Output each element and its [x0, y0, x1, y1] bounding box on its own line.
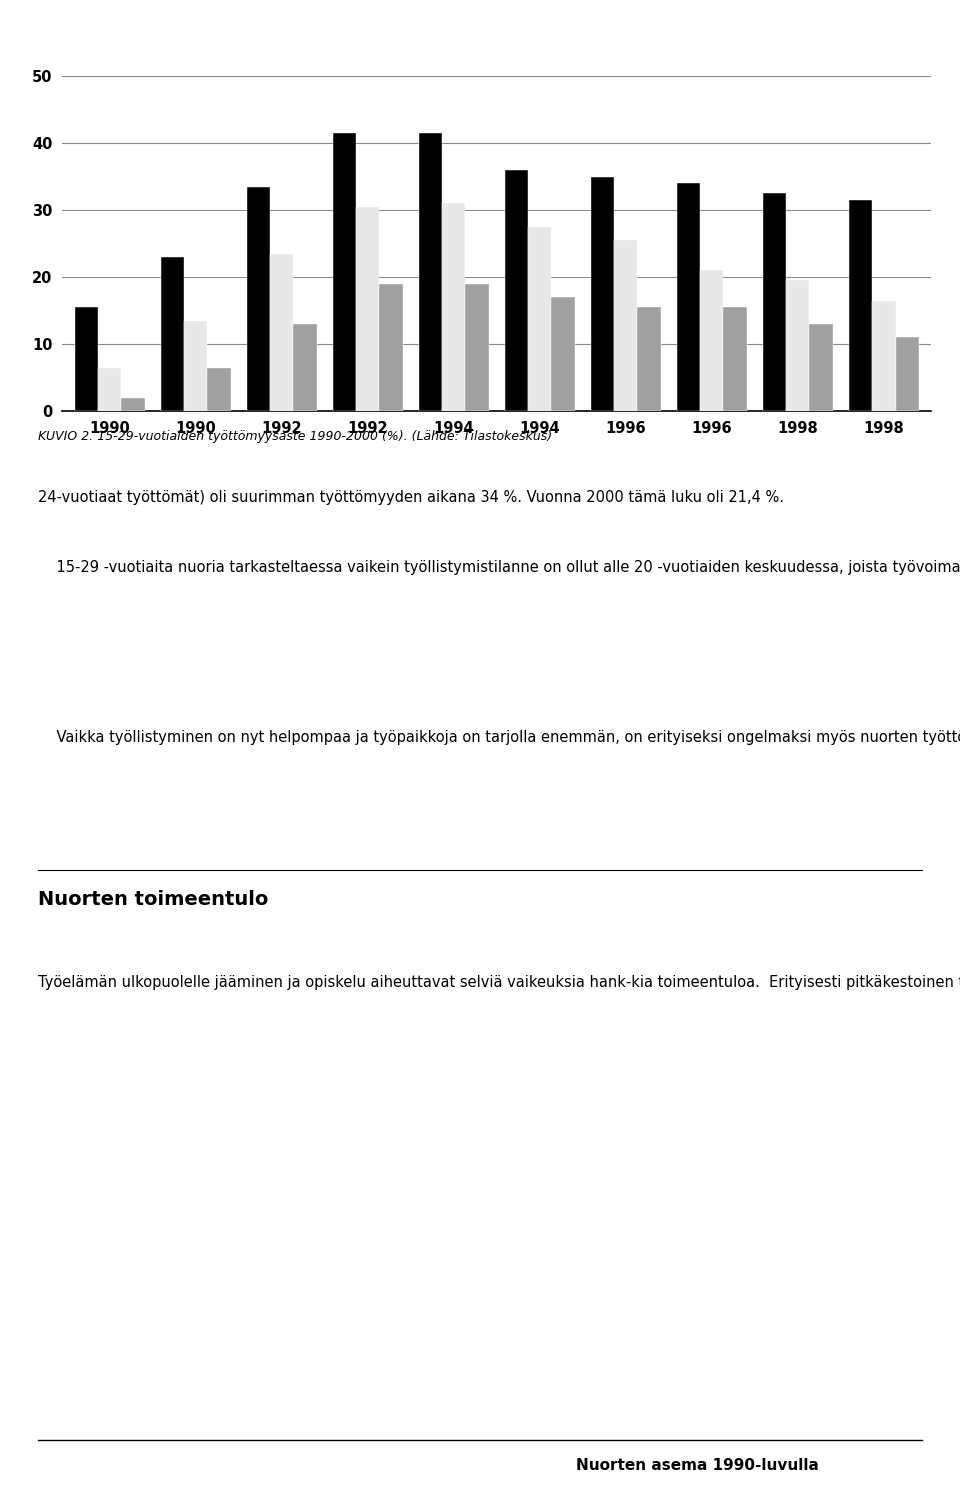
Bar [809, 325, 832, 411]
Bar [294, 325, 317, 411]
Text: 11: 11 [899, 1448, 924, 1468]
Bar [161, 258, 184, 411]
Text: Nuorten toimeentulo: Nuorten toimeentulo [38, 890, 269, 909]
Text: Työelämän ulkopuolelle jääminen ja opiskelu aiheuttavat selviä vaikeuksia hank-k: Työelämän ulkopuolelle jääminen ja opisk… [38, 974, 960, 989]
Bar [896, 338, 919, 411]
Bar [700, 271, 724, 411]
Bar [505, 170, 528, 411]
Bar [551, 298, 575, 411]
Bar [270, 253, 294, 411]
Bar [356, 207, 379, 411]
Bar [333, 133, 356, 411]
Text: 15-29 -vuotiaita nuoria tarkasteltaessa vaikein työllistymistilanne on ollut all: 15-29 -vuotiaita nuoria tarkasteltaessa … [38, 560, 960, 575]
Bar [379, 285, 402, 411]
Text: Vaikka työllistyminen on nyt helpompaa ja työpaikkoja on tarjolla enemmän, on er: Vaikka työllistyminen on nyt helpompaa j… [38, 730, 960, 745]
Bar [207, 368, 230, 411]
Text: KUVIO 2. 15-29-vuotiaiden työttömyysaste 1990-2000 (%). (Lähde: Tilastokeskus): KUVIO 2. 15-29-vuotiaiden työttömyysaste… [38, 431, 553, 443]
Bar [98, 368, 121, 411]
Bar [849, 200, 873, 411]
Bar [614, 240, 637, 411]
Bar [443, 204, 466, 411]
Bar [121, 398, 145, 411]
Bar [724, 307, 747, 411]
Text: Nuorten asema 1990-luvulla: Nuorten asema 1990-luvulla [576, 1459, 819, 1474]
Bar [419, 133, 443, 411]
Bar [677, 183, 700, 411]
Bar [786, 280, 809, 411]
Bar [184, 320, 207, 411]
Bar [75, 307, 98, 411]
Bar [763, 194, 786, 411]
Bar [247, 186, 270, 411]
Bar [637, 307, 660, 411]
Bar [873, 301, 896, 411]
Text: 24-vuotiaat työttömät) oli suurimman työttömyyden aikana 34 %. Vuonna 2000 tämä : 24-vuotiaat työttömät) oli suurimman työ… [38, 490, 784, 505]
Bar [591, 177, 614, 411]
Bar [528, 226, 551, 411]
Bar [466, 285, 489, 411]
